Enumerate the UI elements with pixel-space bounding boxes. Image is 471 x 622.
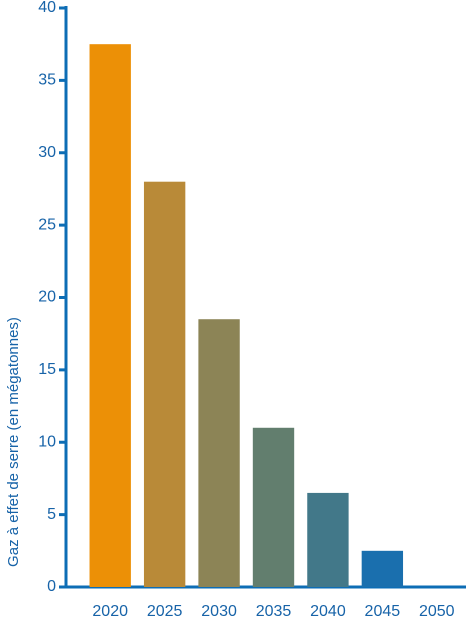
y-tick-label: 30 — [38, 144, 56, 161]
bar — [252, 427, 295, 587]
bar — [89, 44, 131, 587]
x-tick-label: 2050 — [419, 603, 455, 620]
y-tick-label: 5 — [47, 506, 56, 523]
y-tick-label: 10 — [38, 433, 56, 450]
y-tick-label: 40 — [38, 0, 56, 16]
bar — [198, 319, 240, 587]
x-tick-label: 2045 — [365, 603, 401, 620]
y-tick-label: 25 — [38, 216, 56, 233]
bar — [361, 550, 404, 587]
bar — [307, 492, 349, 587]
x-tick-label: 2040 — [310, 603, 346, 620]
x-tick-label: 2025 — [147, 603, 183, 620]
y-axis-label: Gaz à effet de serre (en mégatonnes) — [5, 317, 22, 567]
y-tick-label: 35 — [38, 72, 56, 89]
x-tick-label: 2020 — [92, 603, 128, 620]
x-tick-label: 2030 — [201, 603, 237, 620]
y-tick-label: 20 — [38, 289, 56, 306]
x-tick-label: 2035 — [256, 603, 292, 620]
y-tick-label: 15 — [38, 361, 56, 378]
bar — [143, 181, 186, 587]
y-tick-label: 0 — [47, 578, 56, 595]
